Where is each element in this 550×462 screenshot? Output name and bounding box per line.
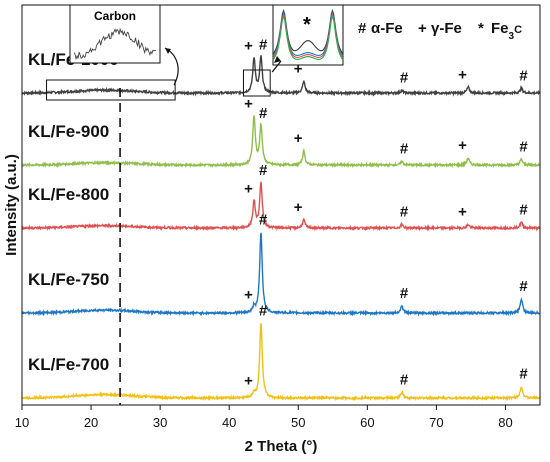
x-tick-label: 30 — [153, 415, 167, 430]
x-axis-title: 2 Theta (°) — [245, 438, 318, 455]
peak-marker-alpha-fe: # — [519, 138, 528, 155]
zoom-inset-marker: * — [303, 14, 311, 36]
peak-marker-alpha-fe: # — [400, 285, 409, 302]
peak-marker-alpha-fe: # — [259, 212, 268, 229]
overlay-layer: KL/Fe-1000+#+#+#KL/Fe-900+#+#+#KL/Fe-800… — [3, 4, 541, 455]
peak-marker-alpha-fe: # — [259, 302, 268, 319]
x-tick-label: 40 — [222, 415, 236, 430]
carbon-inset-trace — [73, 27, 157, 61]
legend-label: γ-Fe — [431, 20, 462, 37]
legend-entry: # α-Fe — [358, 20, 403, 37]
peak-marker-alpha-fe: # — [519, 278, 528, 295]
peak-marker-alpha-fe: # — [400, 371, 409, 388]
series-line-kl-fe-800 — [21, 181, 541, 232]
peak-marker-gamma-fe: + — [458, 137, 467, 154]
series-line-kl-fe-750 — [21, 232, 540, 317]
legend: # α-Fe + γ-Fe * Fe3C — [358, 20, 522, 42]
peak-marker-gamma-fe: + — [244, 372, 253, 389]
carbon-region-box — [46, 79, 176, 101]
zoom-region-box — [242, 69, 271, 97]
zoom-inset-trace — [272, 10, 344, 57]
peak-marker-alpha-fe: # — [400, 141, 409, 158]
x-tick-label: 50 — [291, 415, 305, 430]
legend-symbol: * — [478, 20, 484, 37]
series-line-kl-fe-700 — [21, 323, 541, 402]
legend-suffix: C — [514, 24, 522, 36]
peak-marker-gamma-fe: + — [294, 199, 303, 216]
plot-layer — [21, 55, 541, 402]
peak-marker-gamma-fe: + — [458, 204, 467, 221]
peak-marker-alpha-fe: # — [519, 366, 528, 383]
carbon-arrowhead — [165, 48, 171, 54]
x-tick-label: 70 — [429, 415, 443, 430]
sample-label-kl-fe-800: KL/Fe-800 — [28, 185, 109, 204]
x-tick-label: 20 — [84, 415, 98, 430]
peak-marker-gamma-fe: + — [244, 181, 253, 198]
carbon-inset-title: Carbon — [94, 9, 136, 23]
zoom-inset-trace — [272, 14, 344, 61]
sample-label-kl-fe-900: KL/Fe-900 — [28, 122, 109, 141]
peak-marker-gamma-fe: + — [294, 130, 303, 147]
carbon-arrow — [164, 47, 179, 86]
legend-subscript: 3 — [509, 31, 515, 42]
sample-label-kl-fe-700: KL/Fe-700 — [28, 355, 109, 374]
peak-marker-gamma-fe: + — [244, 96, 253, 113]
zoom-arrowhead — [274, 56, 281, 63]
peak-marker-gamma-fe: + — [458, 66, 467, 83]
peak-marker-alpha-fe: # — [259, 105, 268, 122]
legend-symbol: # — [358, 20, 367, 37]
carbon-inset-box — [69, 4, 161, 64]
legend-entry: + γ-Fe — [418, 20, 462, 37]
legend-label: Fe3C — [491, 20, 522, 42]
zoom-inset-trace — [272, 8, 344, 55]
legend-entry: * Fe3C — [478, 20, 522, 42]
series-line-kl-fe-900 — [21, 115, 541, 169]
y-axis-title: Intensity (a.u.) — [3, 154, 20, 256]
legend-label: α-Fe — [371, 20, 403, 37]
peak-marker-alpha-fe: # — [519, 67, 528, 84]
zoom-arrow — [271, 60, 282, 73]
legend-symbol: + — [418, 20, 427, 37]
peak-marker-gamma-fe: + — [244, 38, 253, 55]
peak-marker-alpha-fe: # — [259, 36, 268, 53]
peak-marker-gamma-fe: + — [294, 61, 303, 78]
peak-marker-gamma-fe: + — [244, 286, 253, 303]
peak-marker-alpha-fe: # — [519, 201, 528, 218]
x-tick-label: 80 — [498, 415, 512, 430]
x-tick-label: 60 — [360, 415, 374, 430]
peak-marker-alpha-fe: # — [400, 70, 409, 87]
peak-marker-alpha-fe: # — [400, 204, 409, 221]
series-line-kl-fe-1000 — [21, 55, 540, 97]
sample-label-kl-fe-750: KL/Fe-750 — [28, 270, 109, 289]
x-tick-label: 10 — [15, 415, 29, 430]
peak-marker-alpha-fe: # — [259, 162, 268, 179]
zoom-inset-trace — [272, 12, 344, 59]
